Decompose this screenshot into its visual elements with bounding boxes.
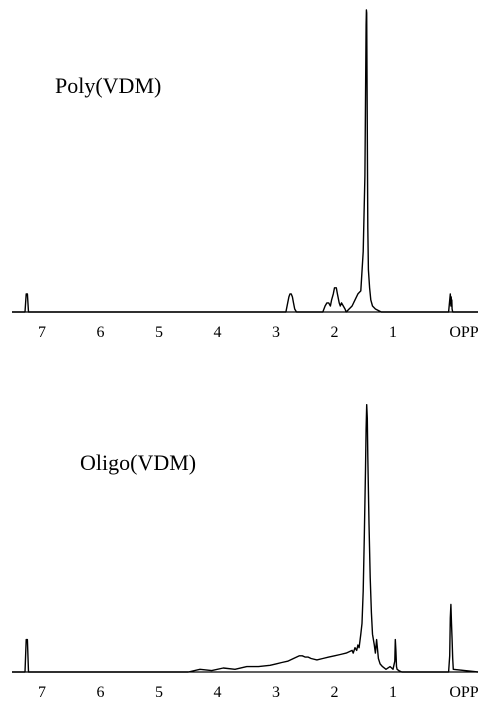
- x-tick-label: 7: [38, 324, 46, 341]
- x-tick-label: 5: [155, 324, 163, 341]
- x-tick-label: 4: [214, 324, 222, 341]
- poly-vdm-title: Poly(VDM): [55, 73, 161, 98]
- x-tick-label: 4: [214, 684, 222, 701]
- x-tick-label: OPP: [449, 684, 478, 701]
- x-tick-label: 6: [97, 684, 105, 701]
- x-tick-label: 2: [331, 324, 339, 341]
- x-tick-label: OPP: [449, 324, 478, 341]
- oligo-vdm-title: Oligo(VDM): [80, 450, 196, 475]
- oligo-vdm-spectrum-panel: Oligo(VDM) 7 6 5 4 3 2 1 OPP: [12, 404, 479, 701]
- poly-vdm-spectrum-panel: Poly(VDM) 7 6 5 4 3 2 1 OPP: [12, 9, 479, 341]
- x-tick-label: 3: [272, 324, 280, 341]
- x-tick-label: 5: [155, 684, 163, 701]
- x-tick-label: 3: [272, 684, 280, 701]
- x-tick-label: 1: [389, 324, 397, 341]
- x-tick-label: 2: [331, 684, 339, 701]
- x-tick-label: 7: [38, 684, 46, 701]
- spectrum-trace: [12, 404, 479, 673]
- x-tick-label: 6: [97, 324, 105, 341]
- spectrum-trace: [12, 9, 478, 313]
- x-tick-label: 1: [389, 684, 397, 701]
